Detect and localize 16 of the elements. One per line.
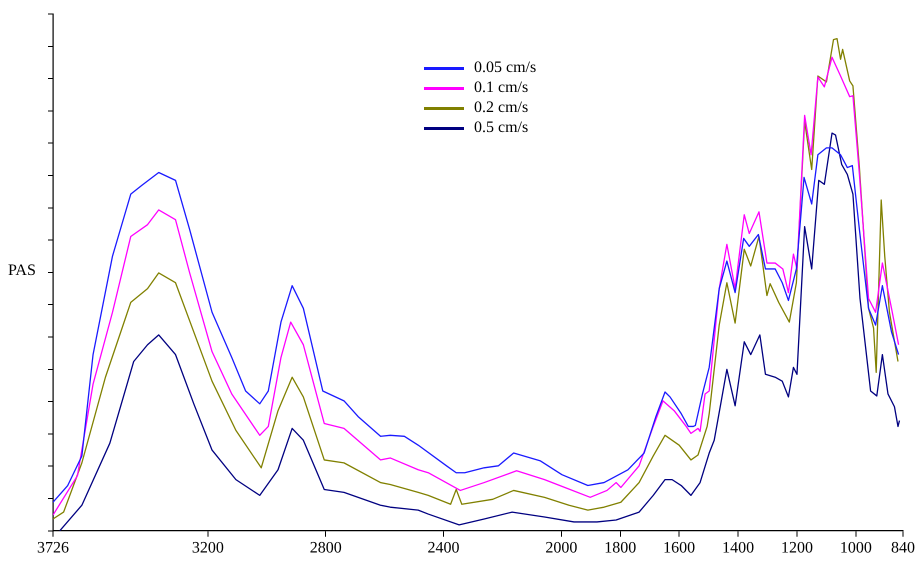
x-tick-label: 1800 [604,540,636,557]
x-tick-label: 3200 [192,540,224,557]
legend-label: 0.05 cm/s [474,59,536,77]
legend-label: 0.1 cm/s [474,79,528,97]
x-tick-label: 3726 [37,540,69,557]
x-tick-label: 1600 [663,540,696,557]
legend-label: 0.5 cm/s [474,119,528,137]
legend-label: 0.2 cm/s [474,99,528,117]
x-tick-label: 1000 [840,540,872,557]
x-tick-label: 1400 [722,540,754,557]
y-axis-title: PAS [8,262,36,280]
x-tick-label: 840 [891,540,915,557]
x-tick-label: 2400 [428,540,460,557]
x-tick-label: 2000 [545,540,578,557]
x-tick-label: 1200 [780,540,813,557]
x-tick-label: 2800 [310,540,342,557]
